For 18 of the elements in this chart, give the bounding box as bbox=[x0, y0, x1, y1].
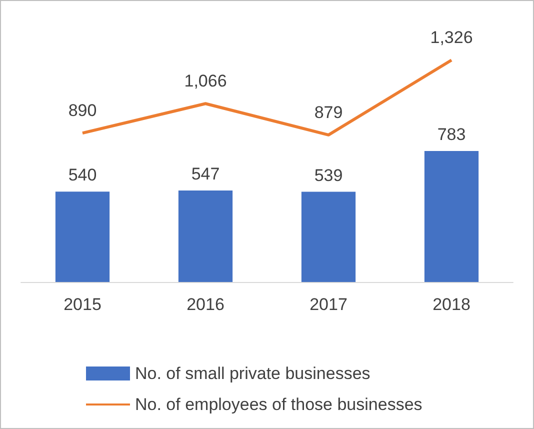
data-label: 879 bbox=[314, 102, 343, 122]
bar bbox=[55, 192, 110, 282]
data-label: 1,066 bbox=[184, 72, 227, 91]
x-tick-label: 2015 bbox=[64, 295, 102, 314]
legend-label: No. of employees of those businesses bbox=[135, 395, 422, 414]
data-label: 540 bbox=[68, 166, 97, 185]
data-label: 1,326 bbox=[430, 28, 473, 48]
data-label: 539 bbox=[314, 166, 343, 185]
bar bbox=[424, 150, 479, 282]
legend-label: No. of small private businesses bbox=[135, 364, 370, 383]
x-tick-label: 2017 bbox=[310, 295, 348, 314]
data-label: 890 bbox=[68, 101, 97, 120]
x-tick-label: 2018 bbox=[432, 295, 470, 314]
bar bbox=[178, 190, 233, 282]
data-label: 783 bbox=[437, 124, 466, 144]
bar bbox=[301, 192, 356, 282]
data-label: 547 bbox=[191, 164, 220, 184]
x-tick-label: 2016 bbox=[186, 295, 224, 314]
